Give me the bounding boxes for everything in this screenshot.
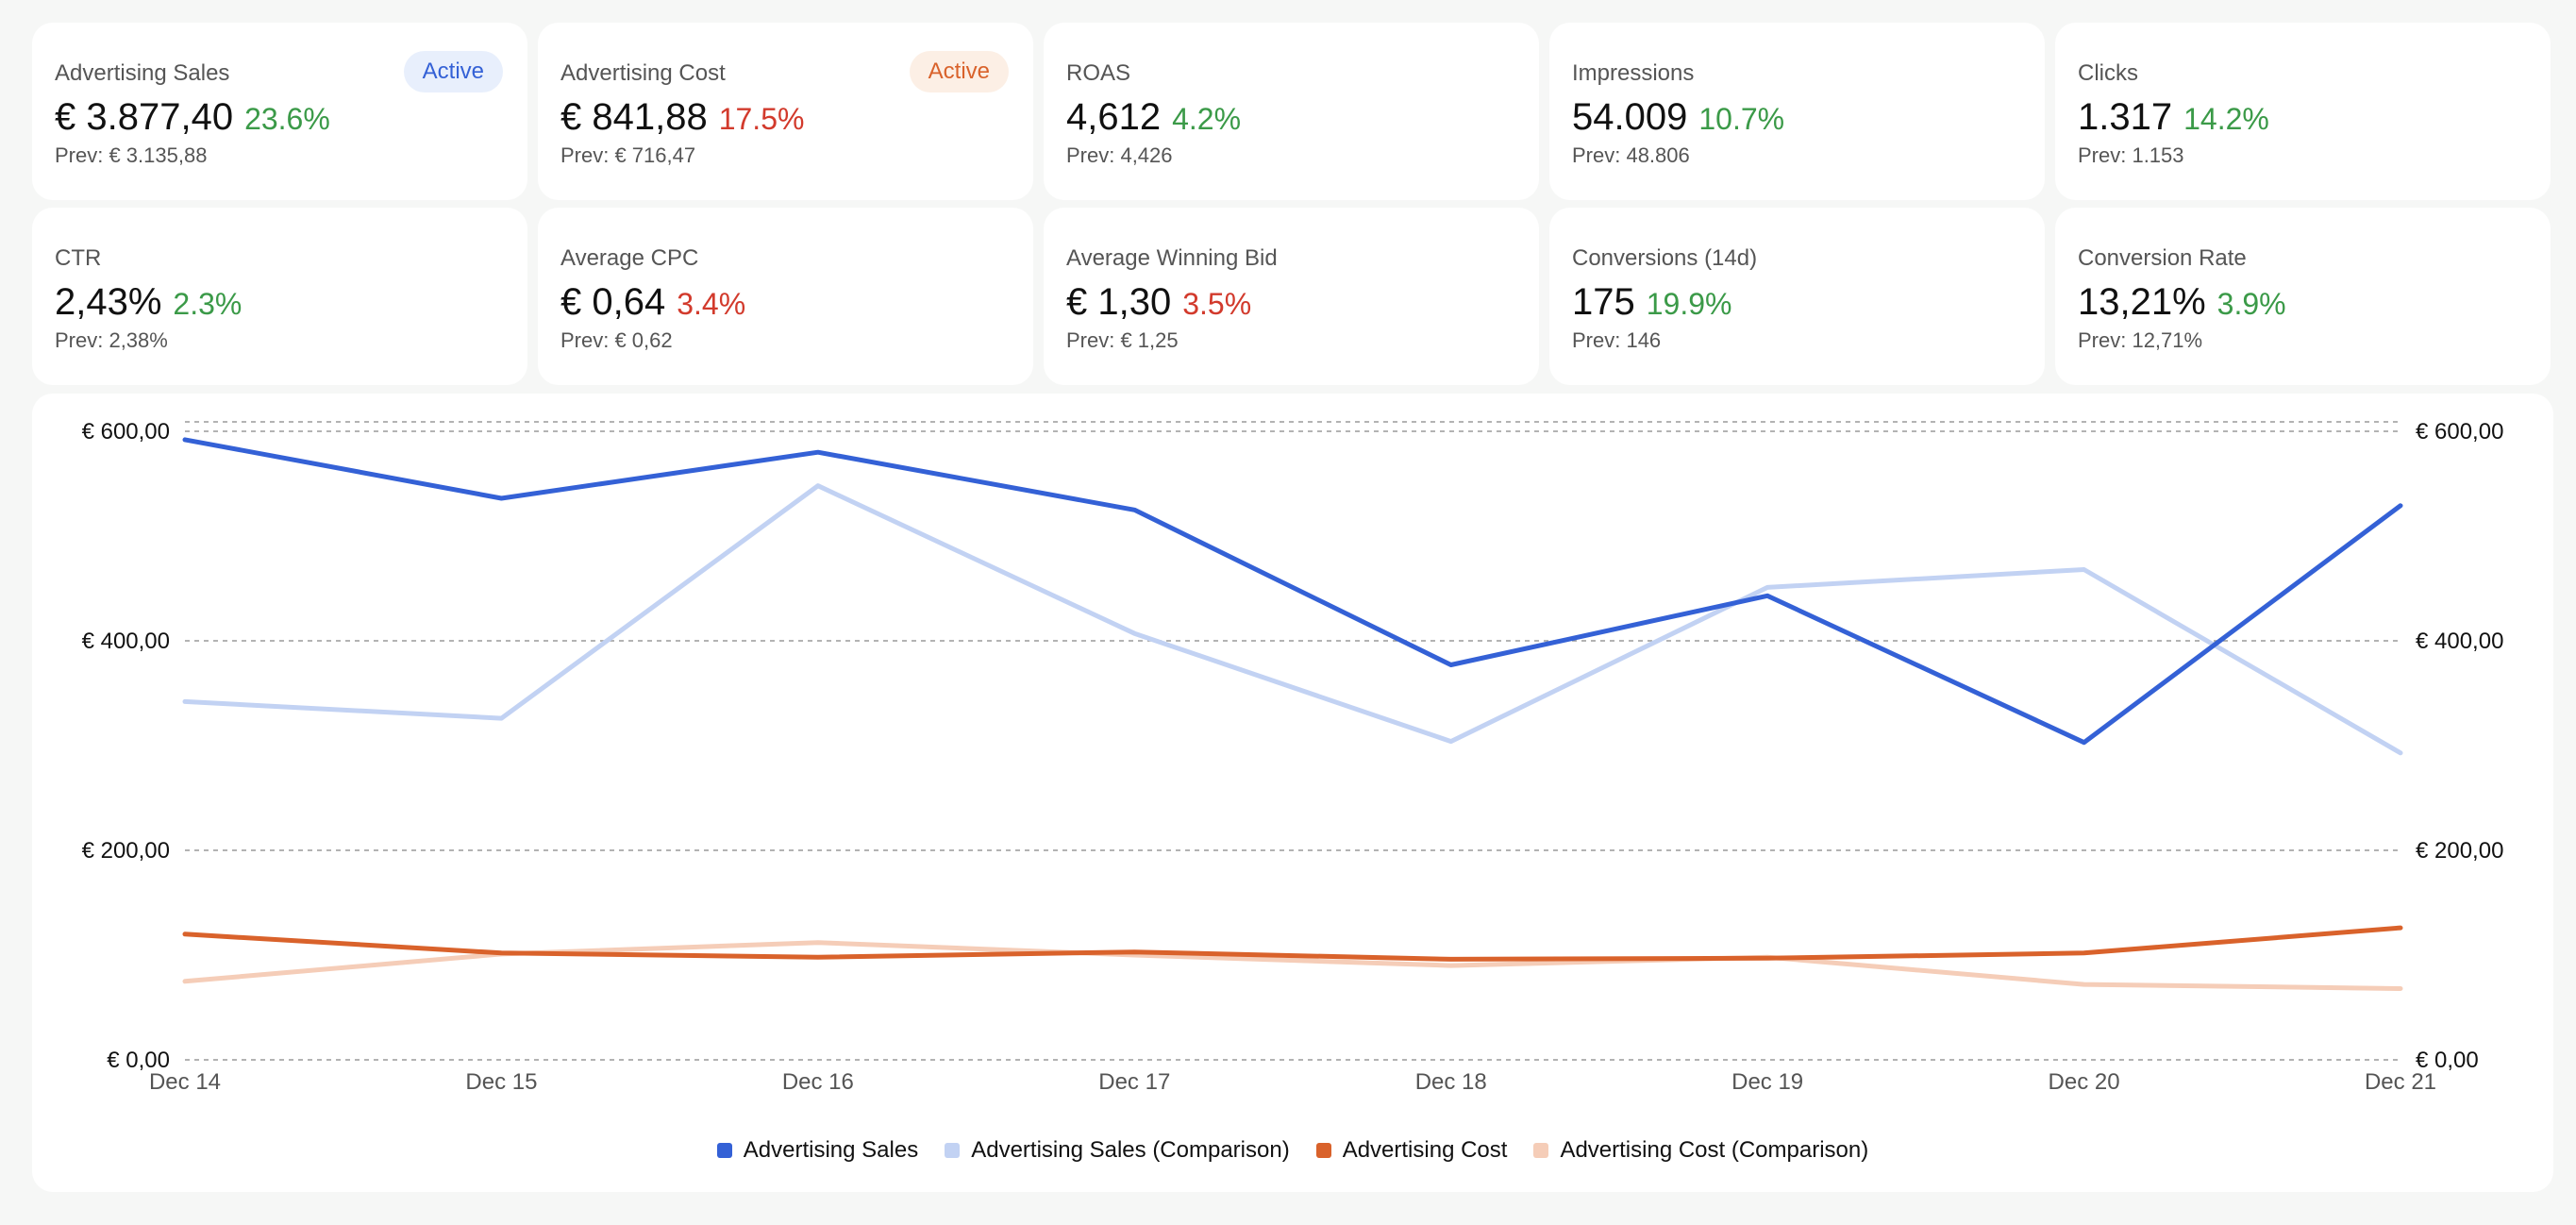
x-tick-label: Dec 19	[1731, 1069, 1803, 1095]
series-line-advertising-cost	[182, 925, 2403, 962]
legend-label: Advertising Sales	[743, 1137, 919, 1163]
kpi-card-conversion-rate[interactable]: Conversion Rate 13,21% 3.9% Prev: 12,71%	[2055, 208, 2551, 385]
kpi-value: 2,43%	[55, 281, 162, 323]
kpi-card-advertising-sales[interactable]: Advertising Sales Active € 3.877,40 23.6%…	[32, 23, 527, 200]
kpi-label: Advertising Sales	[55, 60, 230, 86]
series-line-advertising-sales	[182, 437, 2403, 746]
legend-item[interactable]: Advertising Cost	[1315, 1137, 1508, 1164]
y-tick-label-left: € 600,00	[82, 419, 170, 445]
legend-label: Advertising Cost	[1342, 1137, 1508, 1163]
kpi-card-roas[interactable]: ROAS 4,612 4.2% Prev: 4,426	[1044, 23, 1539, 200]
x-tick-label: Dec 14	[149, 1069, 221, 1095]
line-chart-card: € 0,00 € 0,00 € 200,00 € 200,00 € 400,00 € 40…	[32, 394, 2553, 1192]
kpi-label: Clicks	[2078, 60, 2138, 86]
legend-item[interactable]: Advertising Cost (Comparison)	[1533, 1137, 1868, 1164]
y-tick-label-right: € 400,00	[2416, 629, 2503, 654]
legend-label: Advertising Sales (Comparison)	[971, 1137, 1290, 1163]
kpi-delta: 19.9%	[1646, 287, 1732, 321]
kpi-value: € 1,30	[1066, 281, 1172, 323]
kpi-value: 175	[1572, 281, 1635, 323]
kpi-prev: Prev: 12,71%	[2078, 328, 2203, 352]
kpi-value: 1.317	[2078, 96, 2173, 138]
kpi-prev: Prev: 1.153	[2078, 143, 2184, 167]
x-tick-label: Dec 16	[782, 1069, 854, 1095]
kpi-value: 54.009	[1572, 96, 1688, 138]
series-line-advertising-cost-comparison	[182, 940, 2403, 991]
kpi-delta: 4.2%	[1172, 102, 1242, 136]
kpi-card-advertising-cost[interactable]: Advertising Cost Active € 841,88 17.5% Pr…	[538, 23, 1033, 200]
x-tick-label: Dec 21	[2365, 1069, 2436, 1095]
x-tick-label: Dec 15	[465, 1069, 537, 1095]
kpi-card-average-cpc[interactable]: Average CPC € 0,64 3.4% Prev: € 0,62	[538, 208, 1033, 385]
y-tick-label-left: € 0,00	[107, 1048, 170, 1073]
kpi-delta: 14.2%	[2183, 102, 2269, 136]
kpi-label: Advertising Cost	[560, 60, 726, 86]
kpi-delta: 3.9%	[2216, 287, 2286, 321]
kpi-prev: Prev: 4,426	[1066, 143, 1173, 167]
kpi-card-conversions[interactable]: Conversions (14d) 175 19.9% Prev: 146	[1549, 208, 2045, 385]
kpi-delta: 3.5%	[1182, 287, 1252, 321]
kpi-delta: 3.4%	[677, 287, 746, 321]
legend-swatch	[1315, 1143, 1331, 1158]
kpi-prev: Prev: 2,38%	[55, 328, 168, 352]
chart-legend: Advertising Sales Advertising Sales (Comp…	[32, 1137, 2553, 1164]
kpi-label: CTR	[55, 245, 102, 271]
kpi-delta: 17.5%	[718, 102, 805, 136]
kpi-prev: Prev: 48.806	[1572, 143, 1690, 167]
kpi-prev: Prev: € 1,25	[1066, 328, 1179, 352]
line-chart[interactable]: € 0,00 € 0,00 € 200,00 € 200,00 € 400,00 € 40…	[32, 394, 2553, 1130]
legend-swatch	[716, 1143, 732, 1158]
kpi-card-impressions[interactable]: Impressions 54.009 10.7% Prev: 48.806	[1549, 23, 2045, 200]
active-badge[interactable]: Active	[909, 51, 1009, 92]
series-line-advertising-sales-comparison	[182, 483, 2403, 756]
kpi-label: Average Winning Bid	[1066, 245, 1278, 271]
y-tick-label-left: € 400,00	[82, 629, 170, 654]
legend-item[interactable]: Advertising Sales	[716, 1137, 919, 1164]
kpi-value: € 0,64	[560, 281, 666, 323]
kpi-value: 4,612	[1066, 96, 1162, 138]
x-tick-label: Dec 18	[1415, 1069, 1487, 1095]
kpi-card-clicks[interactable]: Clicks 1.317 14.2% Prev: 1.153	[2055, 23, 2551, 200]
kpi-label: Impressions	[1572, 60, 1695, 86]
kpi-prev: Prev: € 0,62	[560, 328, 673, 352]
kpi-card-ctr[interactable]: CTR 2,43% 2.3% Prev: 2,38%	[32, 208, 527, 385]
kpi-delta: 2.3%	[173, 287, 243, 321]
kpi-prev: Prev: € 3.135,88	[55, 143, 208, 167]
kpi-card-average-winning-bid[interactable]: Average Winning Bid € 1,30 3.5% Prev: € 1…	[1044, 208, 1539, 385]
legend-label: Advertising Cost (Comparison)	[1560, 1137, 1869, 1163]
kpi-label: Average CPC	[560, 245, 699, 271]
x-tick-label: Dec 20	[2049, 1069, 2120, 1095]
y-tick-label-right: € 600,00	[2416, 419, 2503, 445]
x-tick-label: Dec 17	[1098, 1069, 1170, 1095]
kpi-label: Conversions (14d)	[1572, 245, 1758, 271]
y-tick-label-right: € 200,00	[2416, 838, 2503, 864]
kpi-prev: Prev: € 716,47	[560, 143, 696, 167]
kpi-value: 13,21%	[2078, 281, 2206, 323]
kpi-value: € 841,88	[560, 96, 708, 138]
legend-swatch	[945, 1143, 961, 1158]
kpi-grid: Advertising Sales Active € 3.877,40 23.6%…	[32, 23, 2553, 385]
kpi-delta: 23.6%	[244, 102, 330, 136]
y-tick-label-left: € 200,00	[82, 838, 170, 864]
kpi-label: Conversion Rate	[2078, 245, 2247, 271]
kpi-value: € 3.877,40	[55, 96, 234, 138]
kpi-prev: Prev: 146	[1572, 328, 1662, 352]
y-tick-label-right: € 0,00	[2416, 1048, 2479, 1073]
legend-swatch	[1533, 1143, 1549, 1158]
kpi-delta: 10.7%	[1698, 102, 1785, 136]
active-badge[interactable]: Active	[403, 51, 503, 92]
kpi-label: ROAS	[1066, 60, 1131, 86]
legend-item[interactable]: Advertising Sales (Comparison)	[945, 1137, 1290, 1164]
